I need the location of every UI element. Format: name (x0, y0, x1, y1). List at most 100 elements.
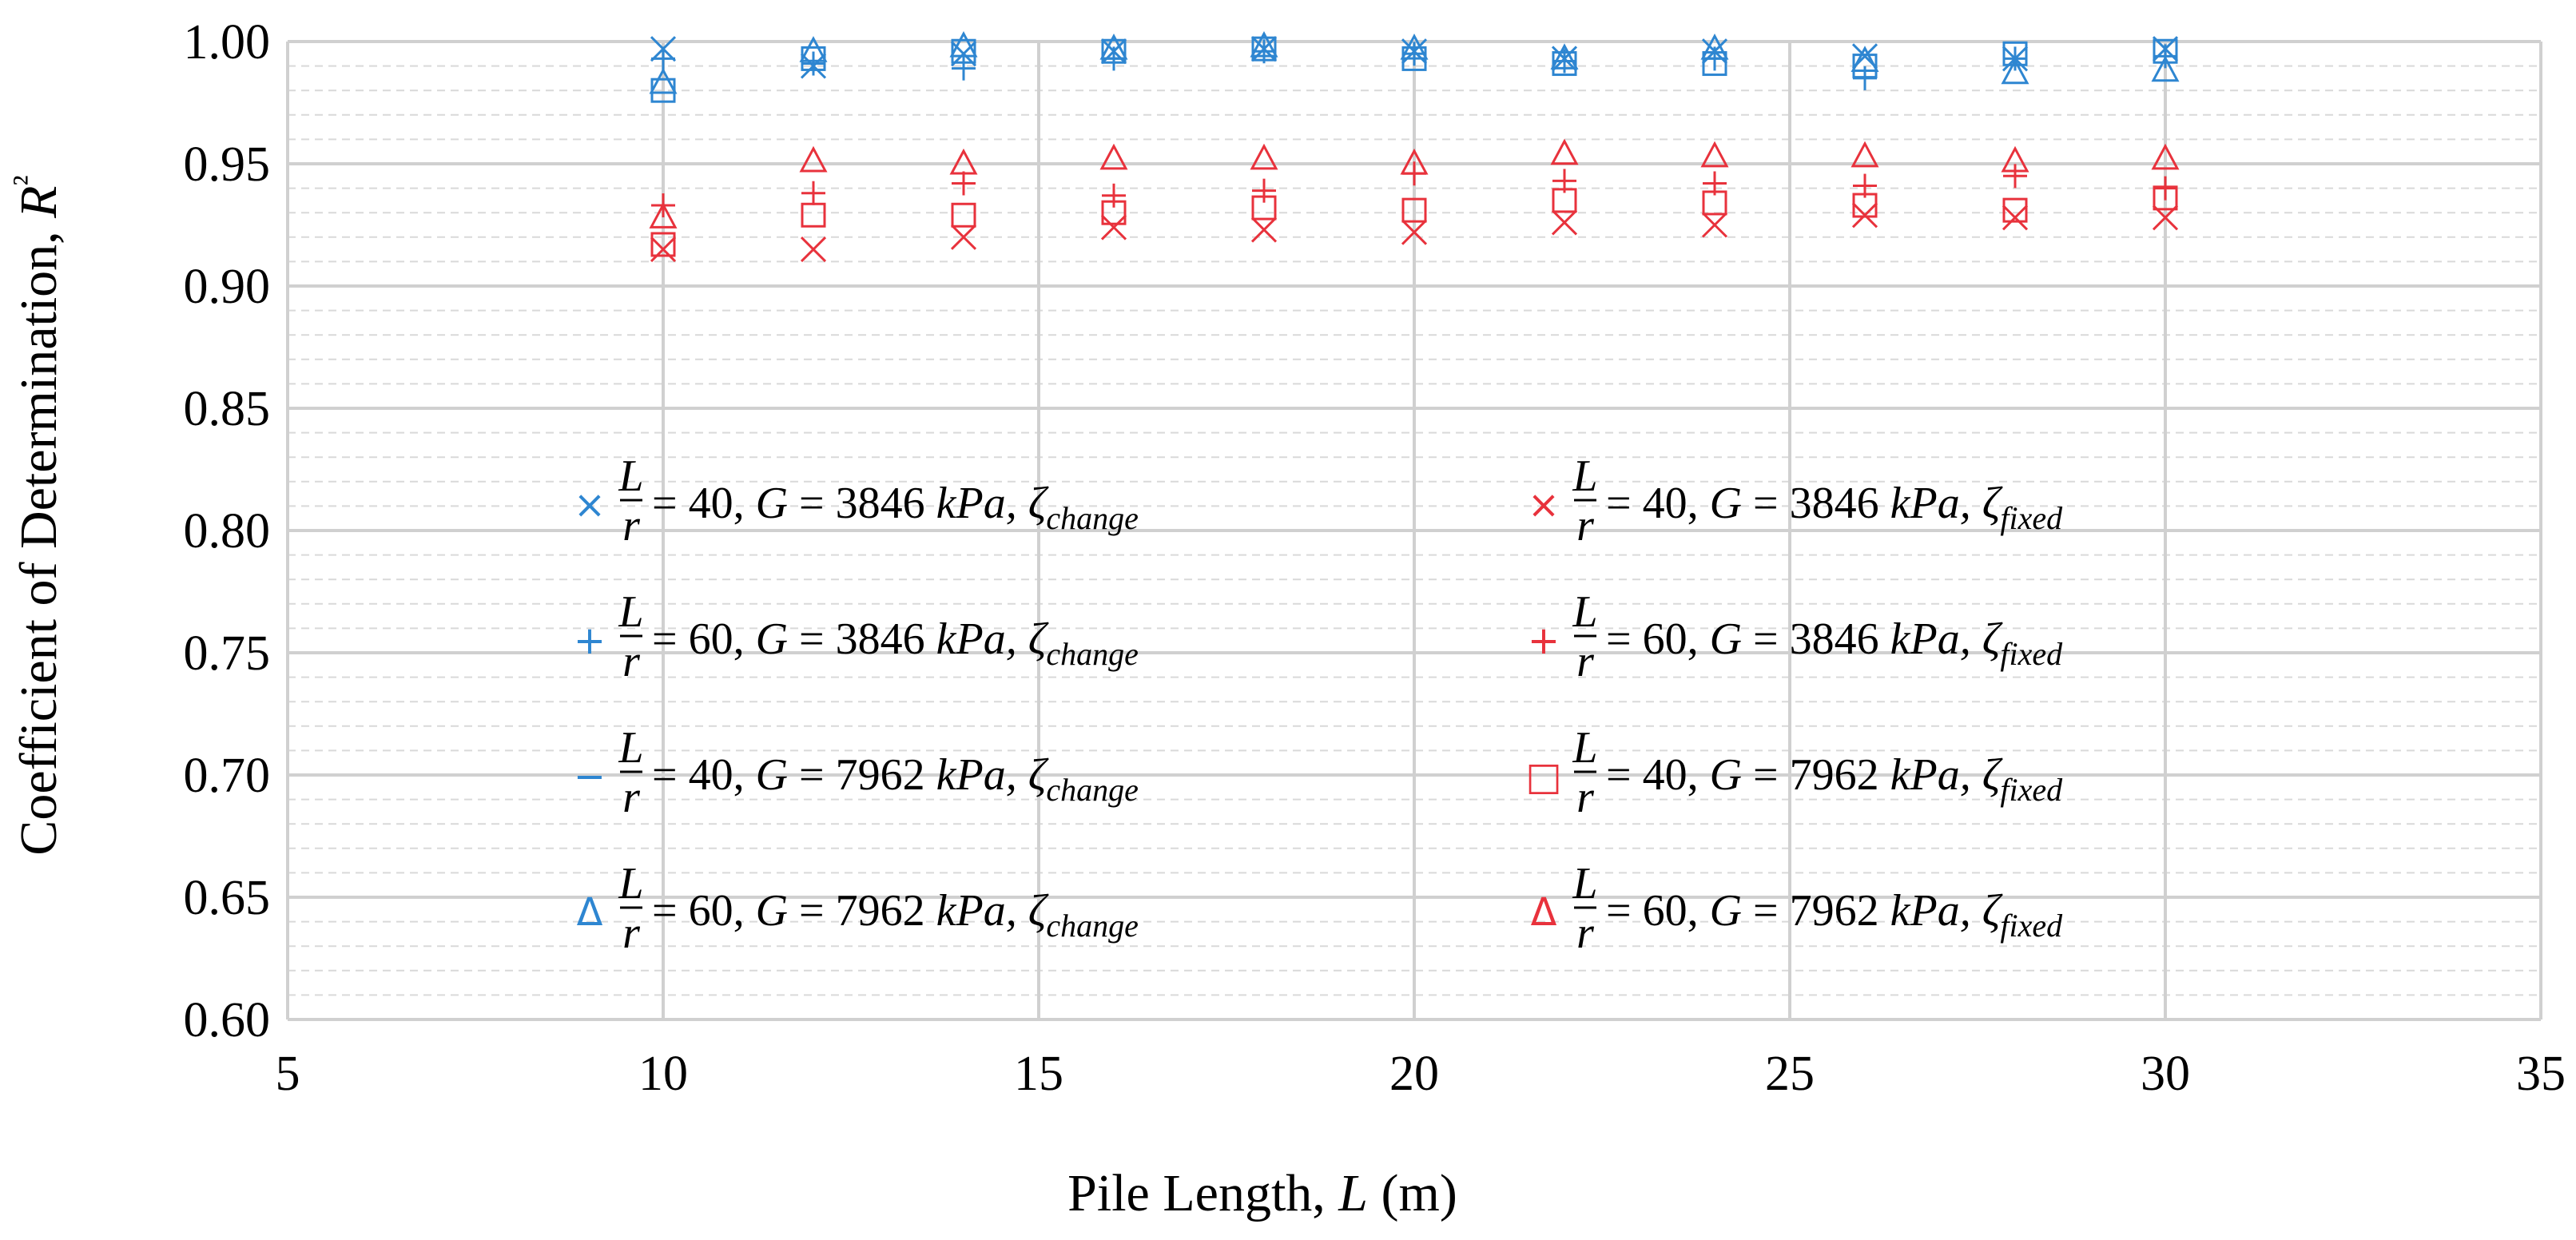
data-point-series-4 (1851, 46, 1879, 72)
data-point-series-8 (949, 148, 978, 175)
y-tick-label: 0.75 (184, 626, 271, 681)
data-point-series-7 (801, 202, 826, 228)
data-point-series-3 (2153, 38, 2178, 64)
data-point-series-4 (799, 36, 828, 62)
y-tick-label: 0.60 (184, 993, 271, 1047)
data-point-series-4 (1250, 30, 1278, 58)
legend-label: = 60, G = 7962 kPa, ζfixed (1606, 886, 2063, 944)
y-tick-label: 0.80 (184, 504, 271, 558)
x-axis-ticks: 5 10 15 20 25 30 35 (276, 1047, 2566, 1101)
legend-marker: × (1528, 483, 1560, 527)
data-point-series-4 (1700, 34, 1729, 60)
legend-marker: × (574, 483, 606, 527)
major-grid (286, 40, 2542, 1021)
legend-item: × Lr = 40, G = 3846 kPa, ζfixed (1528, 451, 2063, 550)
data-point-series-8 (799, 145, 828, 173)
data-point-series-8 (2151, 143, 2180, 170)
legend-item: ΔLr = 60, G = 7962 kPa, ζfixed (1531, 859, 2064, 958)
x-tick-label: 35 (2516, 1047, 2566, 1101)
data-point-series-2 (1402, 42, 1426, 66)
data-point-series-7 (1401, 197, 1427, 223)
legend-fraction-denominator: r (1576, 637, 1594, 686)
data-point-series-5 (1701, 212, 1728, 238)
legend-fraction-numerator: L (618, 451, 643, 501)
y-tick-label: 0.90 (184, 260, 271, 314)
y-tick-label: 1.00 (184, 15, 271, 70)
data-point-series-7 (2153, 185, 2178, 211)
x-tick-label: 5 (276, 1047, 300, 1101)
x-tick-label: 20 (1389, 1047, 1439, 1101)
data-point-series-5 (1100, 214, 1127, 240)
legend-item: + Lr = 60, G = 3846 kPa, ζchange (574, 587, 1139, 686)
data-point-series-3 (2002, 41, 2028, 66)
x-axis-title: Pile Length, L (m) (1067, 1164, 1457, 1222)
data-point-series-6 (801, 181, 825, 205)
legend-fraction-denominator: r (622, 501, 640, 550)
data-point-series-4 (949, 30, 978, 58)
data-point-series-4 (1400, 34, 1429, 60)
data-point-series-2 (651, 46, 675, 71)
data-point-series-5 (2002, 205, 2029, 231)
data-point-series-5 (1551, 209, 1578, 236)
legend-fraction-numerator: L (1572, 451, 1597, 501)
legend-label: = 40, G = 3846 kPa, ζchange (652, 479, 1139, 536)
legend-fraction-numerator: L (618, 587, 643, 637)
data-point-series-8 (1851, 141, 1879, 168)
data-point-series-7 (1251, 195, 1277, 221)
data-point-series-8 (1250, 143, 1278, 170)
data-point-series-8 (1550, 138, 1579, 165)
legend-fraction-numerator: L (618, 723, 643, 773)
data-point-series-6 (2153, 176, 2177, 201)
data-point-series-5 (1401, 219, 1428, 245)
data-point-series-7 (2002, 197, 2028, 223)
data-point-series-3 (1852, 54, 1878, 79)
data-point-series-4 (649, 67, 678, 94)
data-point-series-8 (649, 202, 678, 229)
legend-fraction-denominator: r (1576, 501, 1594, 550)
y-tick-label: 0.65 (184, 871, 271, 925)
legend-item: −Lr = 40, G = 7962 kPa, ζchange (574, 723, 1139, 822)
data-point-series-3 (1702, 51, 1727, 77)
legend-fraction-denominator: r (1576, 773, 1594, 822)
y-axis-title: Coefficient of Determination, R² (6, 175, 68, 855)
legend-fraction-numerator: L (618, 859, 643, 908)
data-point-series-5 (1250, 217, 1278, 243)
data-point-series-6 (952, 171, 976, 196)
legend-label: = 60, G = 3846 kPa, ζfixed (1606, 614, 2063, 672)
data-point-series-7 (1552, 188, 1577, 213)
legend-item: □Lr = 40, G = 7962 kPa, ζfixed (1525, 723, 2063, 822)
data-point-series-2 (801, 51, 825, 76)
data-point-series-5 (650, 236, 677, 263)
legend-label: = 60, G = 7962 kPa, ζchange (652, 886, 1139, 944)
data-point-series-3 (951, 38, 976, 64)
data-point-series-2 (952, 56, 976, 81)
data-points (649, 30, 2180, 263)
data-point-series-6 (1102, 183, 1126, 208)
legend-label: = 40, G = 7962 kPa, ζfixed (1606, 750, 2063, 808)
legend-marker: − (574, 754, 606, 799)
data-point-series-3 (1101, 38, 1127, 64)
data-point-series-8 (1400, 148, 1429, 175)
legend-marker: Δ (577, 890, 603, 935)
legend-fraction-denominator: r (622, 637, 640, 686)
data-point-series-3 (1251, 36, 1277, 62)
legend-fraction-numerator: L (1572, 859, 1597, 908)
x-tick-label: 25 (1765, 1047, 1815, 1101)
data-point-series-4 (1099, 34, 1128, 60)
data-point-series-5 (1851, 202, 1878, 229)
data-point-series-8 (2001, 145, 2029, 173)
data-point-series-7 (1101, 200, 1127, 225)
legend-fraction-numerator: L (1572, 723, 1597, 773)
data-point-series-7 (951, 202, 976, 228)
legend-marker: □ (1525, 754, 1561, 799)
y-tick-label: 0.70 (184, 749, 271, 803)
x-tick-label: 10 (638, 1047, 688, 1101)
y-axis-ticks: 0.60 0.65 0.70 0.75 0.80 0.85 0.90 0.95 1.00 (184, 15, 271, 1047)
data-point-series-6 (2003, 164, 2027, 189)
legend-marker: + (574, 618, 606, 663)
data-point-series-4 (1550, 43, 1579, 70)
data-point-series-4 (2001, 58, 2029, 85)
legend-label: = 40, G = 7962 kPa, ζchange (652, 750, 1139, 808)
data-point-series-8 (1700, 141, 1729, 168)
